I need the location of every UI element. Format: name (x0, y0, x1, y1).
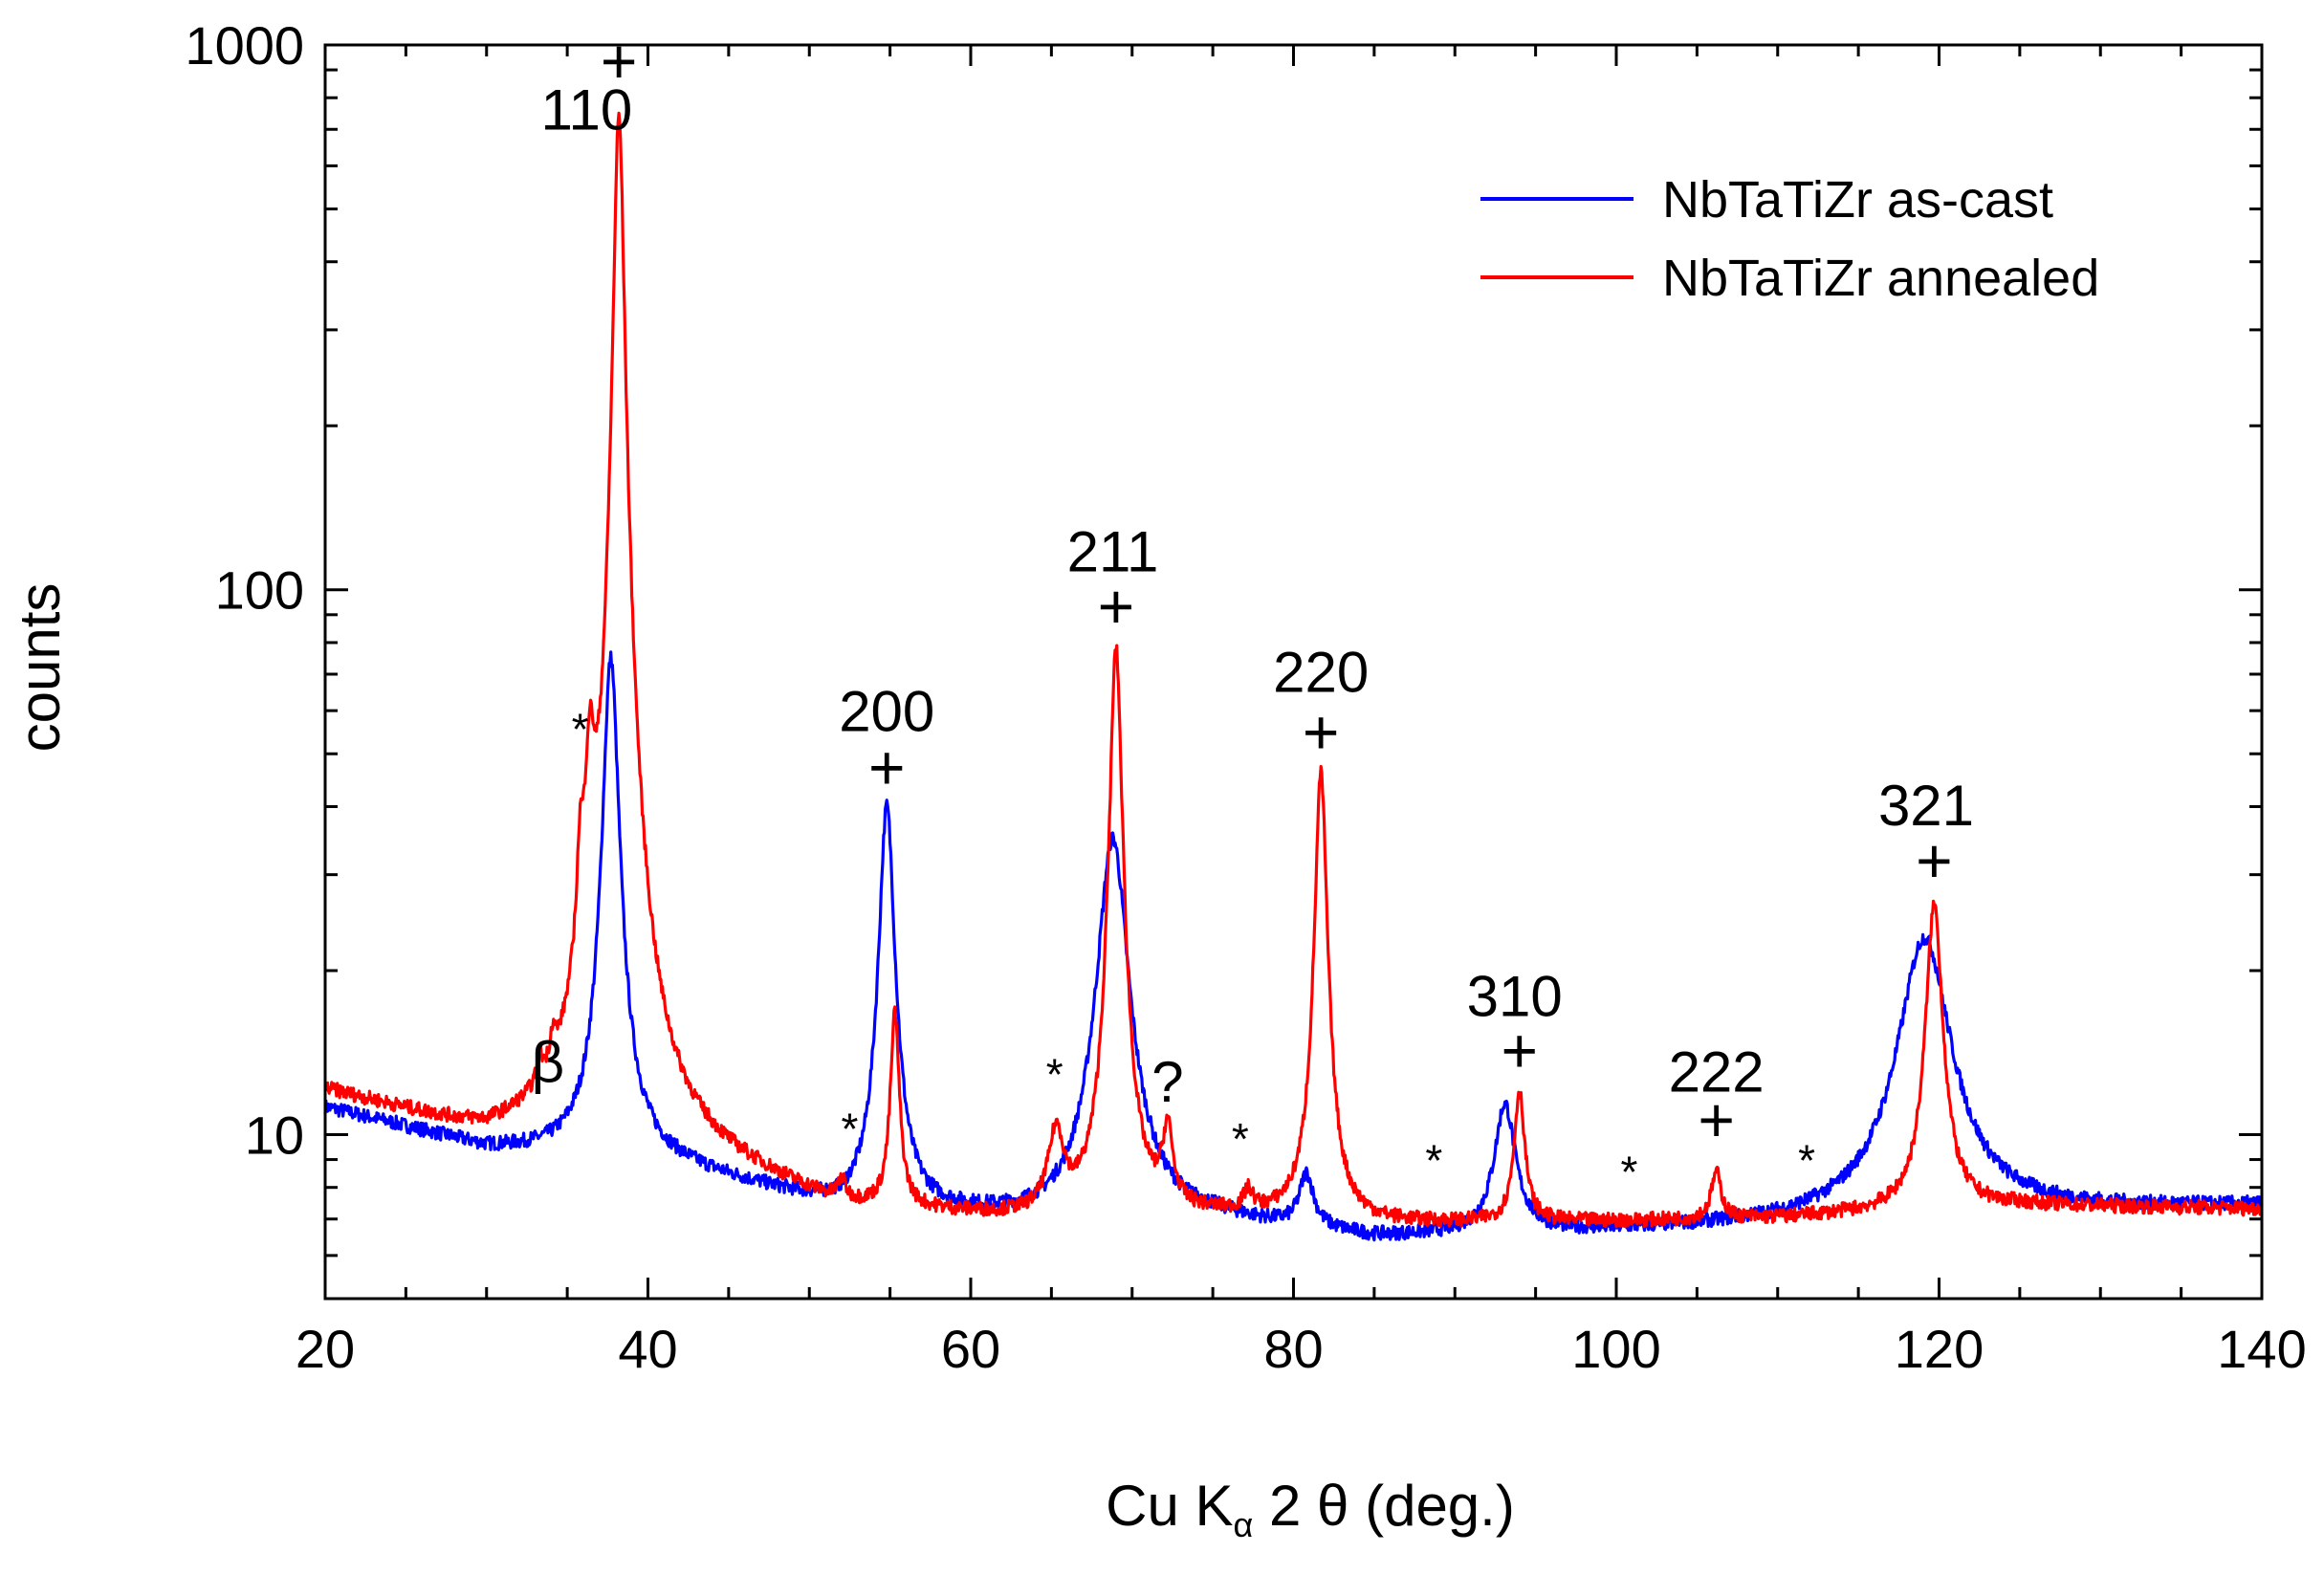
y-axis-title: counts (8, 583, 72, 753)
bcc-marker: + (1698, 1084, 1735, 1155)
peak-label: ? (1151, 1050, 1183, 1114)
legend: NbTaTiZr as-cast NbTaTiZr annealed (1480, 171, 2099, 307)
bcc-marker: + (1501, 1016, 1538, 1086)
impurity-marker: * (1798, 1136, 1815, 1186)
impurity-marker: * (1232, 1114, 1249, 1164)
legend-label: NbTaTiZr annealed (1662, 250, 2099, 307)
x-tick-label: 140 (2217, 1319, 2306, 1379)
bcc-marker: + (868, 733, 906, 803)
peak-label: 200 (839, 680, 934, 744)
x-tick-label: 40 (618, 1319, 677, 1379)
series-line-annealed (323, 111, 2264, 1229)
peak-label: 222 (1669, 1039, 1765, 1104)
axes-layer: 20 40 60 80 100 120 140 10 100 1000 (185, 15, 2306, 1379)
y-tick-label: 1000 (185, 15, 304, 76)
bcc-marker: + (601, 26, 638, 97)
impurity-marker: * (841, 1105, 858, 1154)
impurity-marker: * (1425, 1136, 1442, 1186)
legend-label: NbTaTiZr as-cast (1662, 171, 2053, 229)
bcc-marker: + (1916, 825, 1953, 896)
data-layer (323, 111, 2264, 1242)
x-axis-title-rest: 2 θ (deg.) (1253, 1474, 1515, 1538)
peak-label: 321 (1878, 774, 1974, 838)
x-axis-title: Cu Kα 2 θ (deg.) (1106, 1474, 1515, 1544)
x-tick-label: 60 (941, 1319, 1000, 1379)
y-tick-label: 10 (245, 1105, 304, 1165)
x-tick-label: 100 (1571, 1319, 1660, 1379)
x-tick-label: 120 (1895, 1319, 1984, 1379)
series-line-as-cast (323, 650, 2264, 1242)
bcc-marker: + (1098, 571, 1135, 642)
peak-label: 110 (541, 77, 633, 142)
x-tick-label: 80 (1263, 1319, 1323, 1379)
x-axis-title-subscript: α (1234, 1505, 1254, 1544)
bcc-marker: + (1303, 696, 1340, 767)
y-tick-label: 100 (215, 560, 304, 621)
impurity-marker: * (1046, 1049, 1063, 1099)
peak-label: 310 (1467, 965, 1563, 1029)
impurity-marker: * (572, 705, 589, 755)
x-tick-label: 20 (296, 1319, 355, 1379)
peak-label: 211 (1067, 520, 1159, 584)
x-axis-title-main: Cu K (1106, 1474, 1233, 1538)
peak-label: β (532, 1030, 565, 1094)
peak-label: 220 (1273, 640, 1369, 704)
impurity-marker: * (1621, 1148, 1638, 1197)
